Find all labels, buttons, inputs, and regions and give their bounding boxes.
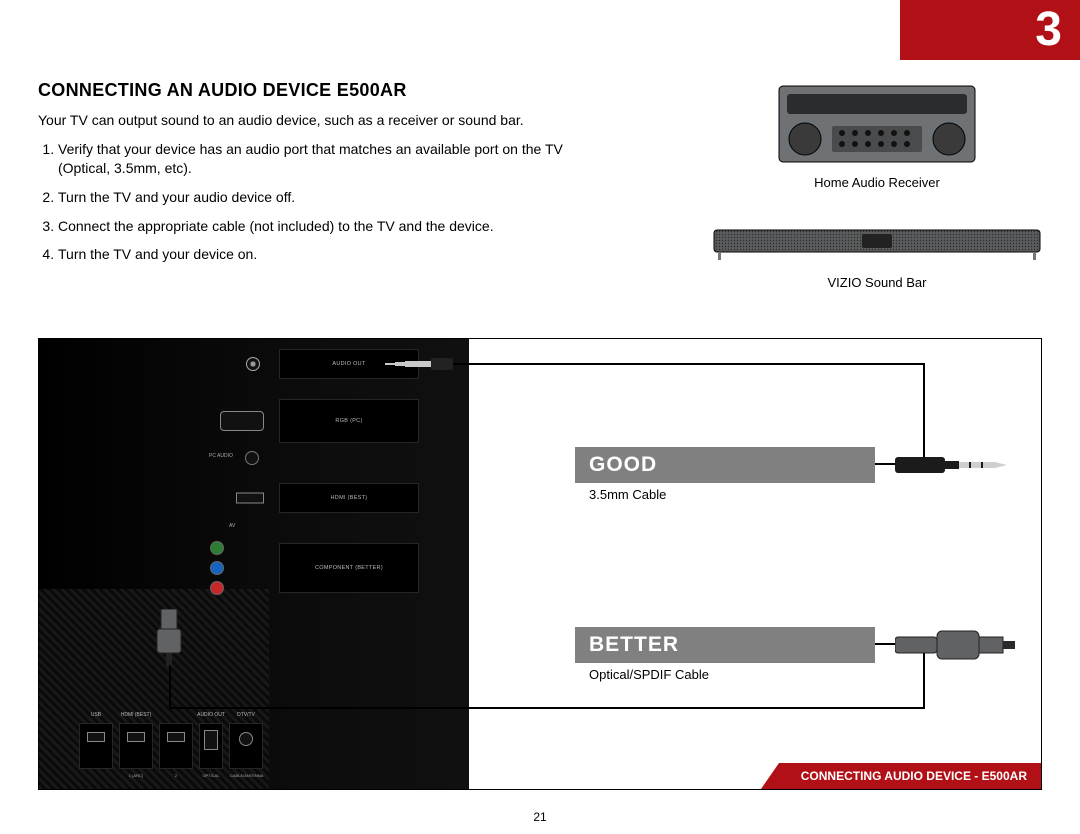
jack-3-5mm-icon bbox=[246, 357, 260, 371]
soundbar-label: VIZIO Sound Bar bbox=[712, 275, 1042, 290]
side-port-column: AUDIO OUT RGB (PC) PC AUDIO HDMI (BEST) … bbox=[279, 349, 419, 613]
pc-audio-label: PC AUDIO bbox=[209, 453, 233, 459]
port-sublabel: CABLE/ANTENNA bbox=[230, 773, 262, 778]
port-hdmi-1: HDMI (BEST) 1 (ARC) bbox=[119, 723, 153, 769]
chapter-number: 3 bbox=[1035, 2, 1062, 57]
bottom-port-row: USB HDMI (BEST) 1 (ARC) 2 AUDIO OUT OPTI… bbox=[79, 723, 263, 769]
cable-label-good: 3.5mm Cable bbox=[589, 487, 666, 502]
port-optical: AUDIO OUT OPTICAL bbox=[199, 723, 223, 769]
soundbar-image bbox=[712, 224, 1042, 264]
connection-diagram: AUDIO OUT RGB (PC) PC AUDIO HDMI (BEST) … bbox=[38, 338, 1042, 790]
wire-better-v1 bbox=[169, 665, 171, 707]
port-dtv: DTV/TV CABLE/ANTENNA bbox=[229, 723, 263, 769]
hdmi-icon bbox=[167, 732, 185, 742]
usb-icon bbox=[87, 732, 105, 742]
device-thumbnails: Home Audio Receiver VIZIO Sound Bar bbox=[712, 84, 1042, 290]
optical-icon bbox=[204, 730, 218, 750]
wire-better-h1 bbox=[169, 707, 925, 709]
quality-band-good: GOOD bbox=[575, 447, 875, 483]
jack-plug-icon bbox=[375, 356, 455, 372]
quality-band-better: BETTER bbox=[575, 627, 875, 663]
port-label: HDMI (BEST) bbox=[121, 712, 152, 718]
receiver-label: Home Audio Receiver bbox=[712, 175, 1042, 190]
optical-plug-into-tv-icon bbox=[139, 609, 199, 669]
hdmi-icon bbox=[127, 732, 145, 742]
coax-icon bbox=[239, 732, 253, 746]
quality-label-better: BETTER bbox=[589, 633, 679, 657]
port-usb: USB bbox=[79, 723, 113, 769]
port-label: HDMI (BEST) bbox=[280, 495, 418, 501]
steps-list: Verify that your device has an audio por… bbox=[38, 140, 598, 264]
plug-optical-icon bbox=[895, 617, 1025, 673]
chapter-tab: 3 bbox=[860, 0, 1080, 60]
port-sublabel: 2 bbox=[160, 773, 192, 778]
step-item: Turn the TV and your device on. bbox=[58, 245, 598, 264]
rca-group-icon bbox=[210, 541, 224, 595]
port-hdmi-side: HDMI (BEST) bbox=[279, 483, 419, 513]
tv-back-panel: AUDIO OUT RGB (PC) PC AUDIO HDMI (BEST) … bbox=[39, 339, 469, 789]
port-component: COMPONENT (BETTER) bbox=[279, 543, 419, 593]
diagram-footer-label: CONNECTING AUDIO DEVICE - E500AR bbox=[801, 769, 1027, 783]
step-item: Verify that your device has an audio por… bbox=[58, 140, 598, 178]
page-number: 21 bbox=[533, 810, 546, 824]
receiver-image bbox=[777, 84, 977, 164]
port-rgb-pc: RGB (PC) bbox=[279, 399, 419, 443]
av-label: AV bbox=[229, 523, 235, 529]
port-label: RGB (PC) bbox=[280, 418, 418, 424]
port-label: DTV/TV bbox=[237, 712, 255, 718]
port-sublabel: OPTICAL bbox=[200, 773, 222, 778]
step-item: Connect the appropriate cable (not inclu… bbox=[58, 217, 598, 236]
port-label: USB bbox=[91, 712, 101, 718]
step-item: Turn the TV and your audio device off. bbox=[58, 188, 598, 207]
port-label: AUDIO OUT bbox=[197, 712, 225, 718]
plug-3-5mm-icon bbox=[895, 445, 1015, 485]
pc-audio-jack-icon bbox=[245, 451, 259, 465]
hdmi-icon bbox=[236, 493, 264, 504]
port-label: COMPONENT (BETTER) bbox=[280, 565, 418, 571]
port-hdmi-2: 2 bbox=[159, 723, 193, 769]
diagram-footer-bar: CONNECTING AUDIO DEVICE - E500AR bbox=[779, 763, 1041, 789]
port-sublabel: 1 (ARC) bbox=[120, 773, 152, 778]
wire-good-h1 bbox=[453, 363, 925, 365]
quality-label-good: GOOD bbox=[589, 453, 657, 477]
intro-paragraph: Your TV can output sound to an audio dev… bbox=[38, 111, 598, 130]
cable-label-better: Optical/SPDIF Cable bbox=[589, 667, 709, 682]
vga-icon bbox=[220, 411, 264, 431]
